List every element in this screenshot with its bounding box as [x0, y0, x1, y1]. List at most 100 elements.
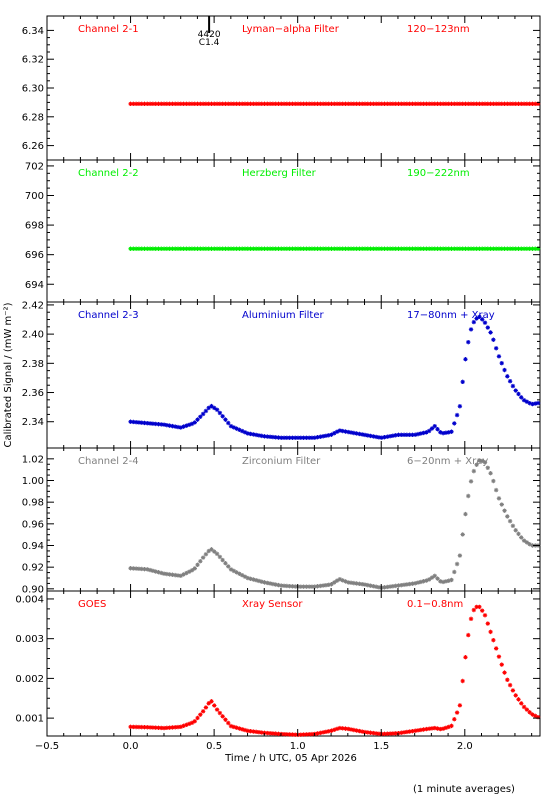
panel-label-3: 190−222nm — [407, 168, 470, 179]
data-point — [248, 576, 253, 581]
panel-label-3: 120−123nm — [407, 24, 470, 35]
data-point — [200, 411, 206, 417]
data-point — [454, 561, 460, 567]
data-point — [334, 246, 340, 251]
data-point — [340, 101, 345, 107]
panel-label-3: 0.1−0.8nm — [407, 599, 463, 610]
y-tick-label: 2.42 — [22, 300, 44, 311]
data-point — [521, 101, 527, 107]
data-point — [396, 583, 401, 588]
data-point — [454, 246, 460, 251]
data-point — [477, 101, 482, 107]
data-point — [217, 554, 223, 560]
y-tick-label: 702 — [25, 161, 44, 172]
data-point — [510, 383, 516, 389]
data-point — [404, 246, 410, 251]
data-point — [192, 246, 197, 251]
data-point — [323, 101, 329, 107]
data-point — [228, 246, 234, 251]
panel-frame-1 — [46, 15, 541, 161]
data-point — [136, 420, 142, 425]
data-point — [309, 731, 315, 737]
data-point — [167, 572, 172, 577]
data-point — [309, 101, 315, 107]
panel-label-1: Channel 2-1 — [78, 24, 139, 35]
data-point — [237, 246, 242, 251]
data-point — [373, 731, 379, 736]
data-point — [527, 400, 532, 406]
data-point — [251, 246, 256, 251]
data-point — [295, 101, 301, 107]
data-point — [181, 246, 186, 251]
data-point — [318, 246, 323, 251]
data-point — [426, 726, 432, 731]
data-point — [513, 528, 518, 533]
data-point — [145, 725, 150, 730]
y-tick-label: 700 — [25, 191, 44, 202]
data-point — [231, 425, 237, 430]
data-point — [376, 435, 382, 440]
data-point — [315, 584, 320, 589]
data-point — [287, 583, 292, 589]
data-point — [332, 246, 337, 251]
data-point — [133, 101, 139, 107]
data-point — [315, 101, 320, 107]
data-point — [362, 246, 368, 251]
data-point — [332, 727, 337, 732]
data-point — [499, 101, 504, 107]
data-point — [237, 101, 242, 107]
data-point — [279, 583, 284, 588]
data-point — [167, 246, 172, 251]
data-point — [382, 731, 387, 737]
data-point — [173, 725, 178, 730]
data-point — [189, 568, 195, 573]
data-point — [340, 246, 345, 251]
data-point — [440, 246, 446, 251]
data-point — [365, 433, 370, 438]
data-point — [167, 423, 172, 428]
data-point — [306, 246, 312, 251]
data-point — [156, 421, 161, 427]
data-point — [399, 246, 404, 251]
data-point — [379, 435, 384, 440]
data-point — [454, 101, 460, 107]
data-point — [376, 101, 382, 107]
data-point — [159, 246, 164, 251]
data-point — [203, 705, 209, 710]
data-point — [231, 101, 237, 107]
y-tick-label: 6.30 — [22, 84, 44, 95]
data-point — [415, 101, 421, 107]
data-point — [460, 379, 465, 385]
data-point — [424, 578, 429, 583]
data-point — [195, 715, 200, 721]
data-point — [340, 726, 345, 731]
data-point — [173, 101, 178, 107]
data-point — [279, 246, 284, 251]
data-point — [393, 101, 398, 107]
data-point — [491, 101, 496, 107]
data-point — [360, 246, 365, 251]
data-point — [443, 725, 449, 731]
data-point — [404, 729, 410, 735]
data-point — [357, 581, 362, 587]
data-point — [507, 101, 513, 107]
y-tick-label: 0.001 — [15, 714, 44, 725]
data-point — [471, 319, 477, 325]
data-point — [133, 246, 139, 251]
data-point — [468, 246, 474, 251]
data-point — [513, 246, 518, 251]
data-point — [136, 566, 142, 571]
data-point — [368, 730, 373, 735]
data-point — [471, 101, 477, 107]
data-point — [351, 430, 357, 436]
data-point — [195, 562, 200, 568]
data-point — [435, 427, 440, 432]
data-point — [133, 566, 139, 571]
data-point — [181, 101, 186, 107]
data-point — [413, 101, 418, 107]
data-point — [267, 731, 273, 736]
data-point — [209, 246, 214, 251]
data-point — [200, 246, 206, 251]
data-point — [284, 435, 290, 440]
